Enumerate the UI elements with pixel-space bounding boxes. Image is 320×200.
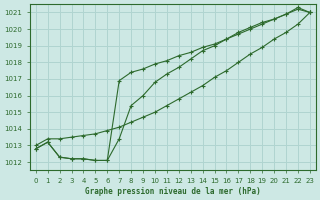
X-axis label: Graphe pression niveau de la mer (hPa): Graphe pression niveau de la mer (hPa)	[85, 187, 261, 196]
